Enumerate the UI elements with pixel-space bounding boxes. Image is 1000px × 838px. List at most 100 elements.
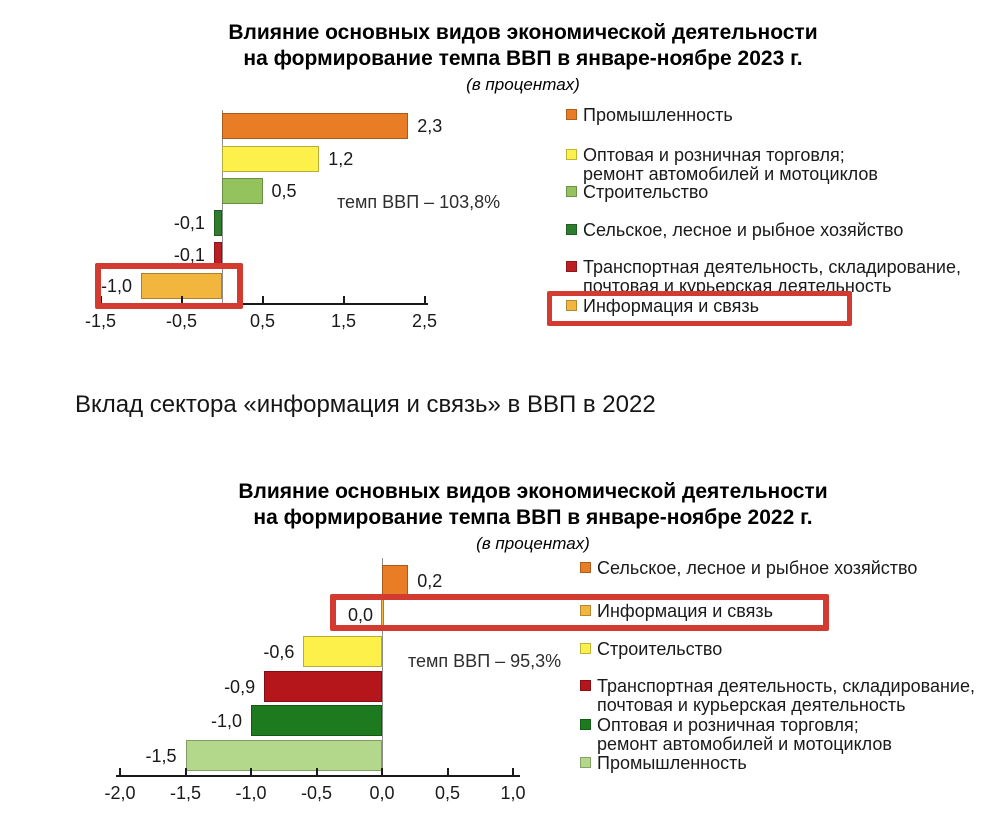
legend-swatch bbox=[580, 680, 591, 691]
legend-label-line: ремонт автомобилей и мотоциклов bbox=[597, 734, 892, 754]
legend-swatch bbox=[566, 186, 577, 197]
legend-swatch bbox=[580, 719, 591, 730]
chart-2023-subtitle: (в процентах) bbox=[466, 75, 580, 94]
legend-swatch bbox=[566, 109, 577, 120]
bar bbox=[222, 178, 263, 204]
legend-label-line: Промышленность bbox=[583, 105, 733, 125]
legend-label-line: Промышленность bbox=[597, 753, 747, 773]
bar bbox=[141, 273, 222, 299]
gdp-rate-annotation: темп ВВП – 95,3% bbox=[408, 651, 562, 671]
legend-label-line: почтовая и курьерская деятельность bbox=[583, 276, 892, 296]
x-axis-tick bbox=[261, 296, 264, 305]
legend-item-label: Сельское, лесное и рыбное хозяйство bbox=[583, 221, 903, 240]
legend-swatch bbox=[580, 605, 591, 616]
bar bbox=[222, 146, 320, 172]
bar-value-label: 0,5 bbox=[271, 181, 297, 201]
bar-value-label: -1,0 bbox=[210, 711, 242, 731]
bar bbox=[264, 671, 382, 702]
x-axis-tick bbox=[250, 768, 252, 777]
bar bbox=[185, 740, 382, 771]
bar-value-label: 2,3 bbox=[417, 116, 443, 136]
legend-item-label: Промышленность bbox=[597, 754, 747, 773]
chart-title-line-1: Влияние основных видов экономической дея… bbox=[228, 21, 818, 44]
highlight-box bbox=[95, 263, 243, 309]
legend-item-label: Информация и связь bbox=[583, 297, 759, 316]
zero-axis-line bbox=[381, 558, 383, 775]
chart-title-line-2: на формирование темпа ВВП в январе-ноябр… bbox=[253, 506, 813, 529]
legend-label-line: Транспортная деятельность, складирование… bbox=[597, 676, 975, 696]
bar bbox=[382, 565, 409, 596]
x-axis-tick-label: 1,5 bbox=[330, 311, 357, 331]
bar bbox=[213, 210, 222, 236]
bar-value-label: -0,9 bbox=[224, 677, 256, 697]
x-axis-tick-label: -1,5 bbox=[84, 311, 117, 331]
legend-label-line: Сельское, лесное и рыбное хозяйство bbox=[583, 220, 904, 240]
x-axis-line bbox=[116, 775, 520, 777]
bar-value-label: -0,1 bbox=[173, 245, 205, 265]
legend-label-line: ремонт автомобилей и мотоциклов bbox=[583, 164, 878, 184]
zero-axis-line bbox=[221, 110, 223, 303]
bar bbox=[251, 705, 382, 736]
x-axis-tick bbox=[119, 768, 121, 777]
x-axis-tick-label: -1,0 bbox=[235, 783, 267, 803]
x-axis-tick bbox=[446, 768, 449, 777]
x-axis-tick bbox=[423, 296, 426, 305]
legend-label-line: Информация и связь bbox=[597, 601, 774, 621]
legend-swatch bbox=[580, 643, 591, 654]
bar-value-label: -0,1 bbox=[173, 213, 205, 233]
x-axis-tick-label: 0,0 bbox=[369, 783, 395, 803]
legend-label-line: Транспортная деятельность, складирование… bbox=[583, 257, 961, 277]
x-axis-tick bbox=[512, 768, 514, 777]
legend-item-label: Информация и связь bbox=[597, 602, 773, 621]
x-axis-tick-label: 1,0 bbox=[500, 783, 526, 803]
highlight-box bbox=[330, 594, 829, 631]
legend-item-label: Сельское, лесное и рыбное хозяйство bbox=[597, 559, 917, 578]
legend-label-line: Информация и связь bbox=[583, 296, 760, 316]
x-axis-tick-label: -0,5 bbox=[165, 311, 198, 331]
x-axis-tick-label: 0,5 bbox=[249, 311, 276, 331]
chart-2022-subtitle: (в процентах) bbox=[476, 534, 590, 553]
legend-swatch bbox=[566, 224, 577, 235]
x-axis-tick-label: -2,0 bbox=[104, 783, 136, 803]
legend-item-label: Оптовая и розничная торговля; ремонт авто… bbox=[597, 716, 892, 754]
legend-swatch bbox=[580, 757, 591, 768]
bar-value-label: 0,2 bbox=[417, 571, 443, 591]
legend-item-label: Оптовая и розничная торговля; ремонт авто… bbox=[583, 146, 878, 184]
legend-label-line: Сельское, лесное и рыбное хозяйство bbox=[597, 558, 918, 578]
legend-swatch bbox=[580, 562, 591, 573]
legend-item-label: Промышленность bbox=[583, 106, 733, 125]
legend-swatch bbox=[566, 300, 577, 311]
legend-item-label: Транспортная деятельность, складирование… bbox=[583, 258, 961, 296]
chart-2023-title: Влияние основных видов экономической дея… bbox=[123, 20, 923, 72]
bar-value-label: 1,2 bbox=[328, 149, 354, 169]
x-axis-tick bbox=[342, 296, 345, 305]
bar-value-label: -1,5 bbox=[145, 746, 177, 766]
legend-item-label: Строительство bbox=[597, 640, 722, 659]
legend-item-label: Строительство bbox=[583, 183, 708, 202]
chart-title-line-1: Влияние основных видов экономической дея… bbox=[238, 480, 828, 503]
legend-label-line: почтовая и курьерская деятельность bbox=[597, 695, 906, 715]
x-axis-tick-label: 2,5 bbox=[411, 311, 438, 331]
x-axis-tick-label: -1,5 bbox=[169, 783, 202, 803]
x-axis-tick bbox=[184, 768, 187, 777]
legend-item-label: Транспортная деятельность, складирование… bbox=[597, 677, 975, 715]
x-axis-tick bbox=[180, 296, 183, 305]
highlight-box bbox=[547, 291, 852, 326]
gdp-rate-annotation: темп ВВП – 103,8% bbox=[337, 192, 501, 212]
legend-label-line: Строительство bbox=[583, 182, 709, 202]
bar bbox=[303, 636, 382, 667]
x-axis-tick-label: 0,5 bbox=[434, 783, 461, 803]
legend-swatch bbox=[566, 261, 577, 272]
legend-label-line: Оптовая и розничная торговля; bbox=[597, 715, 859, 735]
bar-value-label: 0,0 bbox=[347, 605, 373, 625]
bar bbox=[222, 113, 409, 139]
bar-value-label: -0,6 bbox=[263, 642, 295, 662]
bar-value-label: -1,0 bbox=[100, 276, 132, 296]
legend-label-line: Оптовая и розничная торговля; bbox=[583, 145, 845, 165]
x-axis-tick bbox=[315, 768, 318, 777]
section-heading: Вклад сектора «информация и связь» в ВВП… bbox=[75, 391, 656, 418]
x-axis-tick-label: -0,5 bbox=[300, 783, 333, 803]
chart-title-line-2: на формирование темпа ВВП в январе-ноябр… bbox=[243, 47, 803, 70]
legend-swatch bbox=[566, 149, 577, 160]
